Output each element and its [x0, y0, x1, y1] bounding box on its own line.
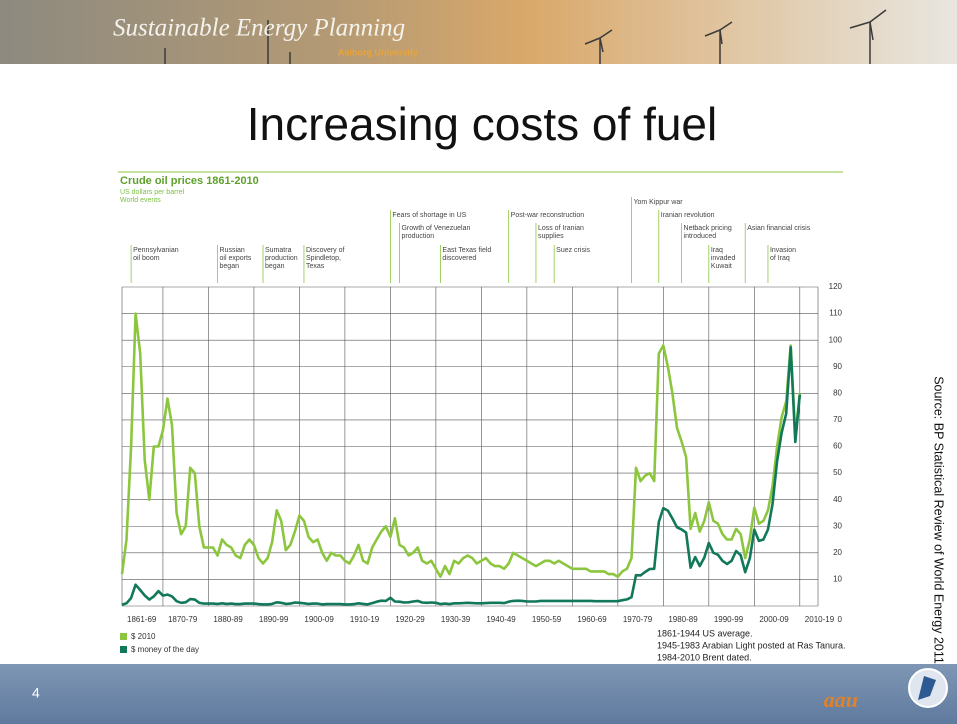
- x-tick-label: 1870-79: [168, 615, 198, 624]
- event-label: Spindletop,: [306, 255, 341, 262]
- x-tick-label: 1910-19: [350, 615, 380, 624]
- y-tick-label: 110: [829, 309, 842, 318]
- y-tick-label: 90: [833, 362, 842, 371]
- x-tick-label: 1880-89: [213, 615, 243, 624]
- event-label: Russian: [220, 247, 245, 254]
- x-tick-label: 1920-29: [395, 615, 425, 624]
- event-label: discovered: [442, 255, 476, 262]
- event-label: Yom Kippur war: [633, 199, 683, 206]
- chart-note: 1984-2010 Brent dated.: [657, 652, 752, 662]
- header-title: Sustainable Energy Planning: [113, 15, 405, 42]
- y-tick-label: 20: [833, 548, 842, 557]
- x-tick-label: 1861-69: [127, 615, 157, 624]
- event-label: Kuwait: [711, 263, 732, 270]
- event-label: Suez crisis: [556, 247, 590, 254]
- x-tick-label: 2000-09: [759, 615, 789, 624]
- y-tick-label: 80: [833, 388, 842, 397]
- price-line: [120, 312, 802, 579]
- event-label: began: [220, 263, 240, 270]
- chart-note: 1945-1983 Arabian Light posted at Ras Ta…: [657, 640, 845, 650]
- event-label: oil boom: [133, 255, 160, 262]
- x-tick-label: 1890-99: [259, 615, 289, 624]
- event-label: Iranian revolution: [661, 212, 715, 219]
- x-tick-label: 1990-99: [714, 615, 744, 624]
- event-label: Netback pricing: [684, 225, 732, 232]
- event-label: invaded: [711, 255, 736, 262]
- x-tick-label: 1970-79: [623, 615, 653, 624]
- event-label: oil exports: [220, 255, 252, 262]
- y-tick-label: 40: [833, 495, 842, 504]
- event-label: production: [265, 255, 298, 262]
- footer-band: [0, 664, 957, 724]
- legend-label: $ money of the day: [131, 645, 199, 654]
- turbines: [164, 9, 887, 64]
- legend-swatch: [120, 633, 127, 640]
- y-tick-label: 50: [833, 468, 842, 477]
- price-line: [121, 346, 802, 606]
- event-label: began: [265, 263, 285, 270]
- event-label: supplies: [538, 233, 564, 240]
- legend-swatch: [120, 646, 127, 653]
- chart-note: 1861-1944 US average.: [657, 628, 753, 638]
- slide-title: Increasing costs of fuel: [247, 98, 717, 150]
- logo-emblem-mark: [918, 676, 936, 700]
- event-label: Pennsylvanian: [133, 247, 179, 254]
- event-label: Loss of Iranian: [538, 225, 584, 232]
- event-label: Fears of shortage in US: [392, 212, 466, 219]
- y-tick-label: 0: [838, 615, 843, 624]
- event-label: Growth of Venezuelan: [401, 225, 470, 232]
- chart-subtitle: US dollars per barrel: [120, 189, 185, 196]
- event-label: East Texas field: [442, 247, 491, 254]
- event-label: Post-war reconstruction: [511, 212, 585, 219]
- header-subtitle: Aalborg University: [338, 47, 418, 57]
- event-label: Invasion: [770, 247, 796, 254]
- x-tick-label: 1980-89: [668, 615, 698, 624]
- y-tick-label: 120: [829, 282, 843, 291]
- source-note: Source: BP Statistical Review of World E…: [932, 376, 946, 664]
- event-label: Iraq: [711, 247, 723, 254]
- event-label: Asian financial crisis: [747, 225, 811, 232]
- y-tick-label: 70: [833, 415, 842, 424]
- x-tick-label: 1960-69: [577, 615, 607, 624]
- x-tick-label: 1940-49: [486, 615, 516, 624]
- logo-text: aau: [824, 687, 858, 712]
- x-tick-label: 1900-09: [304, 615, 334, 624]
- event-label: production: [401, 233, 434, 240]
- page-number: 4: [32, 685, 40, 701]
- event-label: Texas: [306, 263, 325, 270]
- header-banner: [0, 0, 957, 64]
- y-tick-label: 30: [833, 521, 842, 530]
- events-heading: World events: [120, 197, 161, 204]
- y-tick-label: 10: [833, 575, 842, 584]
- event-label: Sumatra: [265, 247, 292, 254]
- chart-title: Crude oil prices 1861-2010: [120, 175, 259, 187]
- x-tick-label: 2010-19: [805, 615, 835, 624]
- event-label: introduced: [684, 233, 717, 240]
- y-tick-label: 60: [833, 442, 842, 451]
- y-tick-label: 100: [829, 335, 843, 344]
- legend-label: $ 2010: [131, 632, 156, 641]
- event-label: of Iraq: [770, 255, 790, 262]
- x-tick-label: 1950-59: [532, 615, 562, 624]
- event-label: Discovery of: [306, 247, 345, 254]
- x-tick-label: 1930-39: [441, 615, 471, 624]
